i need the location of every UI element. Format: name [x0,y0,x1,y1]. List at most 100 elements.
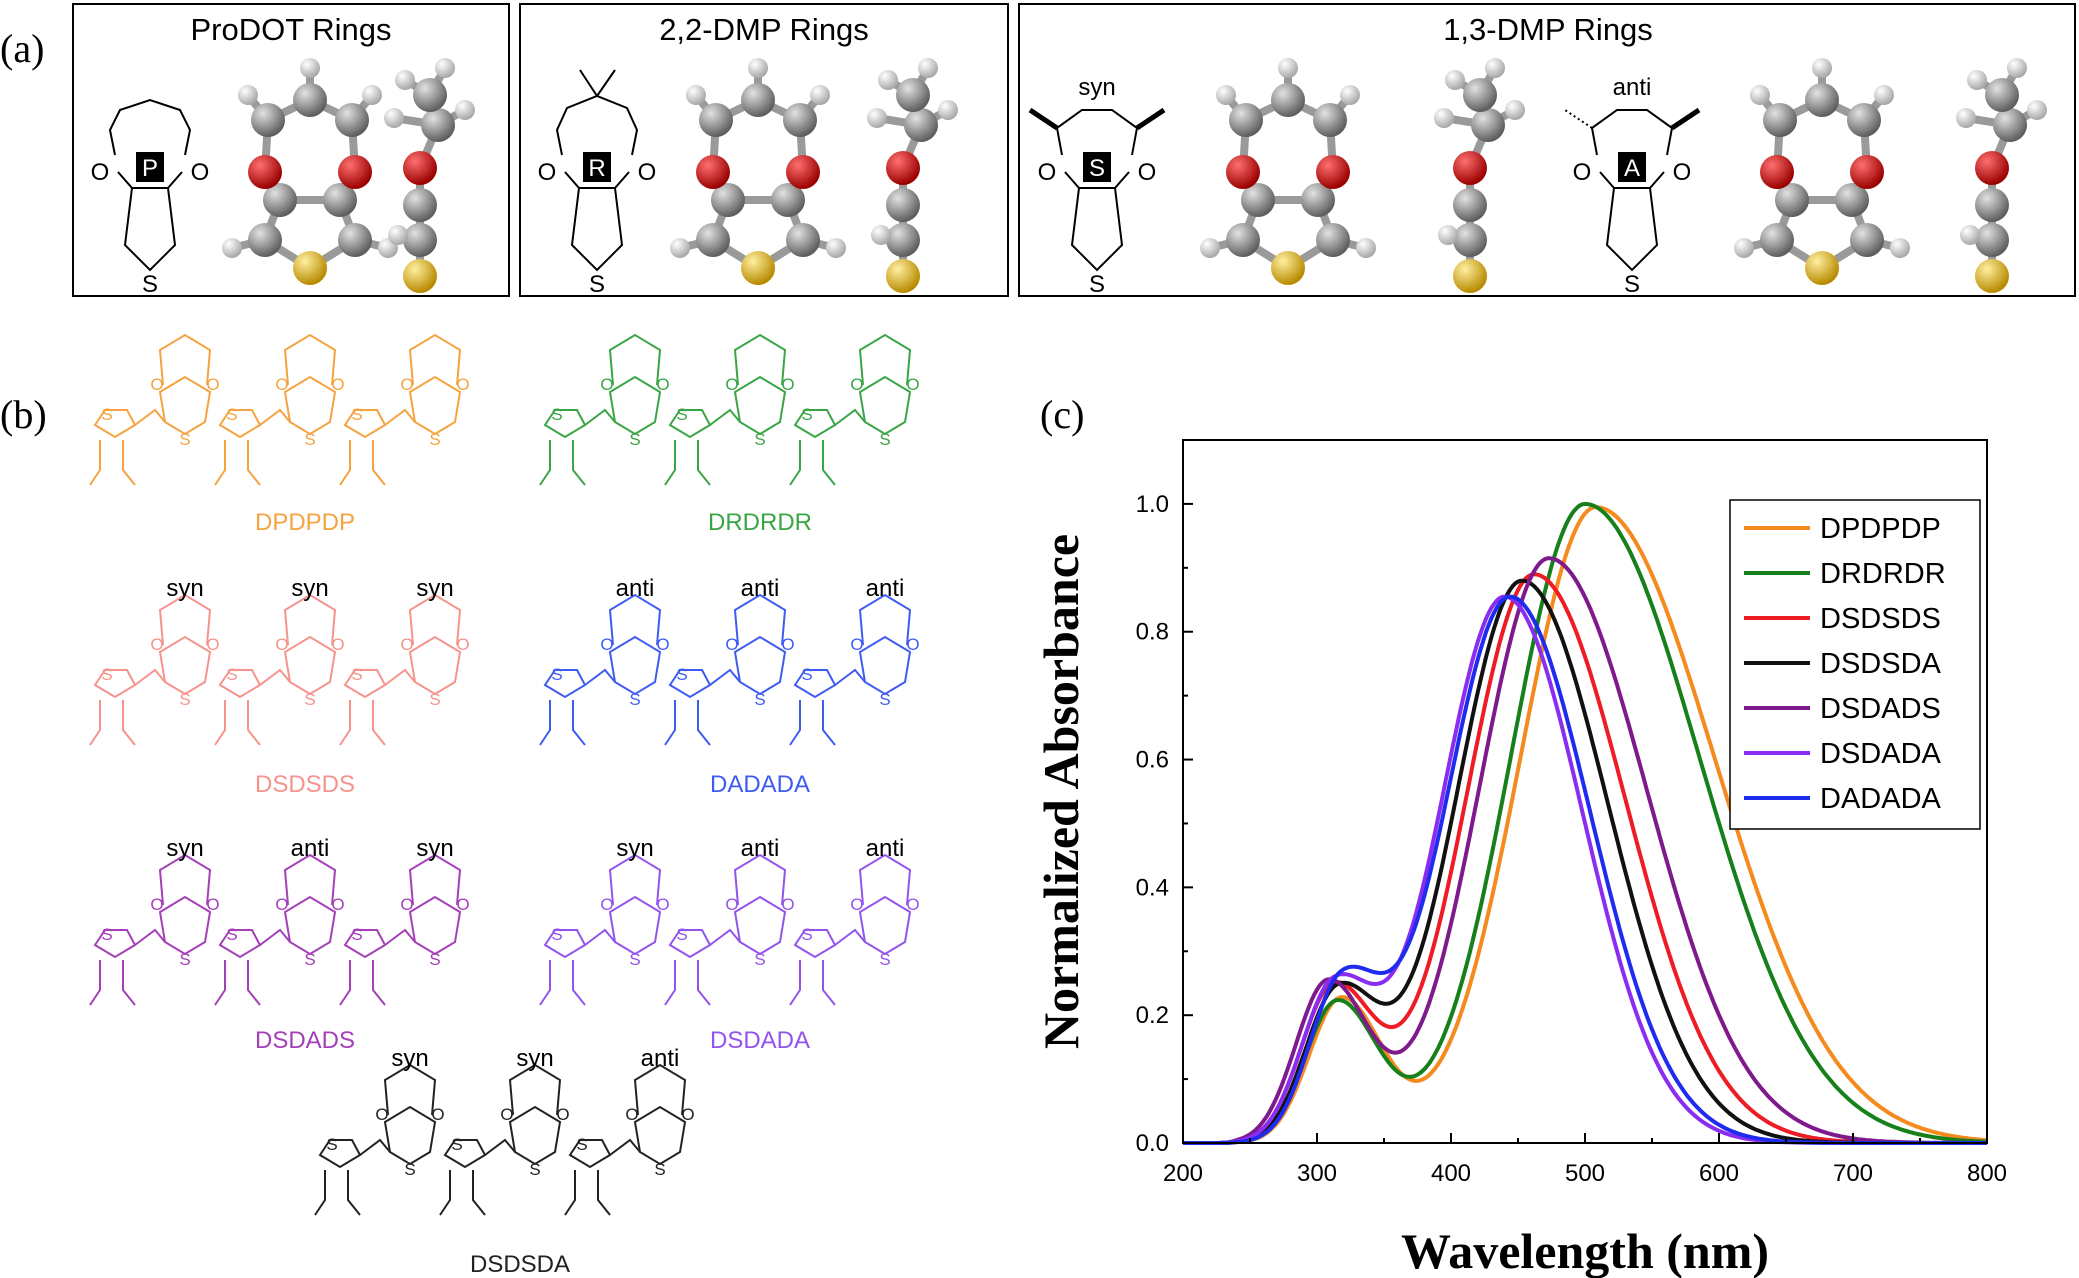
atom-o: O [1673,159,1692,186]
atom-o: O [331,635,344,654]
atom-s: S [179,690,190,709]
y-tick-label: 0.8 [1136,619,1169,646]
thiophene-ring [668,409,712,439]
atom-o: O [725,895,738,914]
chart-axes: 200 300 400 500 600 700 800 0.0 0.2 0.4 0.6 0.8 1.0 [1136,439,2007,1187]
atom-s: S [801,665,812,684]
stereo-label: syn [616,835,653,862]
dioxepine-ring [383,1063,437,1116]
hydrogen-atom [878,70,898,90]
x-tick-label: 300 [1297,1160,1337,1187]
inter-ring-bond [709,668,741,686]
x-tick-label: 500 [1565,1160,1605,1187]
thiophene-ring [93,669,137,699]
atom-s: S [351,405,362,424]
ethyl-chain [539,700,586,746]
inter-ring-bond [384,928,416,946]
hydrogen-atom [222,238,242,258]
atom-o: O [191,159,210,186]
oxygen-atom [1226,155,1260,189]
atom-s: S [676,665,687,684]
atom-s: S [801,925,812,944]
atom-s: S [576,1135,587,1154]
atom-o: O [681,1105,694,1124]
atom-o: O [275,895,288,914]
x-axis-label: Wavelength (nm) [1401,1223,1769,1278]
hydrogen-atom [1485,58,1505,78]
hydrogen-atom [810,85,830,105]
ethyl-chain [89,960,136,1006]
dioxythiophene-ring [608,635,662,696]
thiophene-ring [343,409,387,439]
dioxepine-ring [283,853,337,906]
hydrogen-atom [2007,58,2027,78]
x-tick-label: 400 [1431,1160,1471,1187]
stereo-label: anti [616,575,655,602]
atom-o: O [206,895,219,914]
atom-o: O [150,895,163,914]
carbon-atom [1453,188,1487,222]
carbon-atom [403,188,437,222]
carbon-atom [896,78,930,112]
molecule-name: DSDADA [710,1027,810,1054]
atom-s: S [351,665,362,684]
dioxepine-ring [858,853,912,906]
ethyl-chain [664,960,711,1006]
atom-o: O [781,635,794,654]
legend-label: DSDADS [1820,693,1941,725]
atom-s: S [801,405,812,424]
atom-s: S [304,950,315,969]
hydrogen-atom [395,70,415,90]
dioxythiophene-ring [158,635,212,696]
inter-ring-bond [384,668,416,686]
ethyl-chain [339,700,386,746]
inter-ring-bond [584,928,616,946]
ethyl-chain [664,440,711,486]
atom-o: O [456,895,469,914]
panel-label-c: (c) [1040,392,1084,437]
ball-and-stick-models [222,58,2047,293]
atom-s: S [879,950,890,969]
dioxepine-ring [408,333,462,386]
dioxythiophene-ring [733,895,787,956]
inter-ring-bond [359,1138,391,1156]
carbon-atom [1850,223,1884,257]
ethyl-chain [564,1170,611,1216]
thiophene-ring [318,1139,362,1169]
ethyl-chain [664,700,711,746]
molecule-name: DSDSDA [470,1251,570,1278]
atom-o: O [781,375,794,394]
box-prodot [72,3,510,297]
dmp22-tag: R [588,155,605,182]
legend-label: DSDSDS [1820,603,1941,635]
dioxepine-ring [608,593,662,646]
carbon-atom [886,188,920,222]
atom-s: S [551,665,562,684]
atom-o: O [656,635,669,654]
oxygen-atom [1316,155,1350,189]
thiophene-ring [668,929,712,959]
dioxythiophene-ring [283,375,337,436]
oxygen-atom [1850,155,1884,189]
atom-s: S [101,405,112,424]
ethyl-chain [789,440,836,486]
hydrogen-atom [1438,225,1458,245]
x-tick-label: 600 [1699,1160,1739,1187]
thiophene-ring [443,1139,487,1169]
atom-o: O [150,635,163,654]
carbon-atom [403,223,437,257]
atom-o: O [656,375,669,394]
hydrogen-atom [1340,85,1360,105]
atom-o: O [331,375,344,394]
atom-s: S [676,405,687,424]
dmp22-tag-bg [583,152,611,182]
panel-c: 200 300 400 500 600 700 8000.00.20.40.60.81.0 … [1033,439,2007,1278]
atom-s: S [629,950,640,969]
legend-label: DRDRDR [1820,558,1946,590]
dioxythiophene-ring [608,375,662,436]
dioxepine-ring [608,853,662,906]
atom-o: O [1138,159,1157,186]
